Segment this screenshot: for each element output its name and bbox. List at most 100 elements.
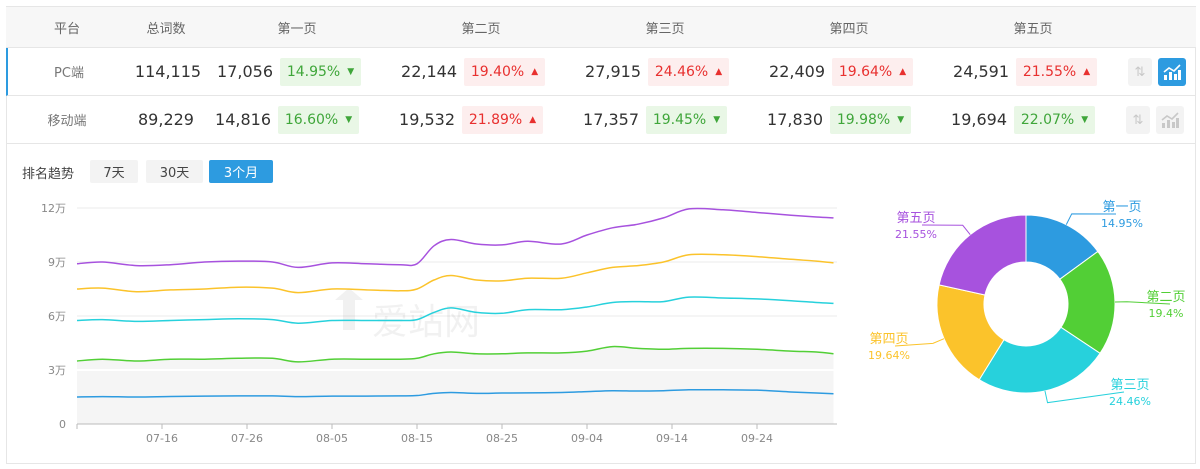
page-share: 16.60% <box>284 111 339 128</box>
pie-leader-line <box>1065 213 1117 225</box>
header-page2: 第二页 <box>461 21 501 37</box>
x-tick-label: 07-26 <box>231 432 263 445</box>
page-share-badge: 21.89% ▲ <box>462 105 543 134</box>
page-share-badge: 14.95% ▼ <box>280 57 361 86</box>
page3-cell: 17,357 19.45% ▼ <box>573 96 757 143</box>
y-tick-label: 12万 <box>41 202 66 215</box>
page-count: 17,830 <box>767 110 823 129</box>
page4-cell: 22,409 19.64% ▲ <box>759 48 943 95</box>
series-area <box>77 346 834 424</box>
series-line-3[interactable] <box>76 345 834 363</box>
page-share: 19.40% <box>470 63 525 80</box>
arrow-down-icon: ▼ <box>713 114 721 125</box>
pie-label: 第三页 <box>1110 378 1149 393</box>
page5-cell: 24,591 21.55% ▲ <box>943 48 1127 95</box>
page-share-badge: 19.40% ▲ <box>464 57 545 86</box>
page-count: 22,409 <box>769 62 825 81</box>
table-row[interactable]: 移动端 89,229 14,816 16.60% ▼ 19,532 21.89%… <box>6 96 1196 144</box>
page-count: 17,056 <box>217 62 273 81</box>
range-7d-button[interactable]: 7天 <box>90 160 138 183</box>
page-share-badge: 21.55% ▲ <box>1016 57 1097 86</box>
pie-label: 第一页 <box>1102 200 1141 215</box>
arrow-down-icon: ▼ <box>1081 114 1089 125</box>
x-tick-label: 09-04 <box>571 432 603 445</box>
y-tick-label: 6万 <box>48 310 66 323</box>
page5-cell: 19,694 22.07% ▼ <box>941 96 1125 143</box>
range-30d-button[interactable]: 30天 <box>146 160 203 183</box>
arrow-up-icon: ▲ <box>531 66 539 77</box>
arrow-down-icon: ▼ <box>347 66 355 77</box>
page3-cell: 27,915 24.46% ▲ <box>575 48 759 95</box>
x-tick-label: 09-14 <box>656 432 688 445</box>
series-line-0[interactable] <box>76 207 834 269</box>
page-share: 24.46% <box>654 63 709 80</box>
page-count: 27,915 <box>585 62 641 81</box>
page-share-badge: 24.46% ▲ <box>648 57 729 86</box>
page-share-badge: 22.07% ▼ <box>1014 105 1095 134</box>
page-count: 22,144 <box>401 62 457 81</box>
sort-arrows-icon: ⇅ <box>1134 64 1146 80</box>
arrow-up-icon: ▲ <box>529 114 537 125</box>
pie-value-label: 19.64% <box>868 349 910 362</box>
total-count: 89,229 <box>138 110 194 129</box>
page-share: 19.45% <box>652 111 707 128</box>
y-tick-label: 9万 <box>48 256 66 269</box>
page-count: 19,694 <box>951 110 1007 129</box>
header-page1: 第一页 <box>277 21 317 37</box>
pie-label: 第四页 <box>869 332 908 347</box>
trend-chart-button[interactable] <box>1156 106 1184 134</box>
page1-cell: 17,056 14.95% ▼ <box>207 48 391 95</box>
trend-chart-icon <box>1163 64 1181 80</box>
sort-button[interactable]: ⇅ <box>1128 58 1152 86</box>
page-count: 14,816 <box>215 110 271 129</box>
header-platform: 平台 <box>53 21 80 37</box>
svg-text:爱站网: 爱站网 <box>372 302 480 343</box>
page-share-badge: 19.45% ▼ <box>646 105 727 134</box>
trend-title: 排名趋势 <box>22 167 75 182</box>
sort-button[interactable]: ⇅ <box>1126 106 1150 134</box>
header-page5: 第五页 <box>1013 21 1053 37</box>
pie-leader-line <box>921 224 971 235</box>
trend-chart-icon <box>1161 112 1179 128</box>
arrow-down-icon: ▼ <box>897 114 905 125</box>
pie-label: 第五页 <box>896 211 935 226</box>
pie-label: 第二页 <box>1146 290 1185 305</box>
table-header: 平台 总词数 第一页 第二页 第三页 第四页 第五页 <box>6 6 1196 48</box>
page1-cell: 14,816 16.60% ▼ <box>205 96 389 143</box>
trend-chart-button[interactable] <box>1158 58 1186 86</box>
page-distribution-pie: 第一页 14.95% 第二页 19.4% 第三页 24.46% 第四页 19.64% 第五页 21… <box>868 200 1185 408</box>
x-tick-label: 08-15 <box>401 432 433 445</box>
arrow-up-icon: ▲ <box>1083 66 1091 77</box>
y-tick-label: 0 <box>59 418 66 431</box>
page4-cell: 17,830 19.98% ▼ <box>757 96 941 143</box>
header-page3: 第三页 <box>645 21 685 37</box>
pie-slice-2[interactable] <box>978 326 1101 394</box>
y-tick-label: 3万 <box>48 364 66 377</box>
page-count: 17,357 <box>583 110 639 129</box>
arrow-up-icon: ▲ <box>899 66 907 77</box>
arrow-down-icon: ▼ <box>345 114 353 125</box>
header-page4: 第四页 <box>829 21 869 37</box>
page-share: 19.98% <box>836 111 891 128</box>
platform-name: PC端 <box>54 66 84 81</box>
pie-value-label: 24.46% <box>1109 395 1151 408</box>
pie-value-label: 14.95% <box>1101 217 1143 230</box>
page-share: 14.95% <box>286 63 341 80</box>
series-line-1[interactable] <box>76 253 834 294</box>
series-line-4[interactable] <box>76 388 834 398</box>
pie-leader-line <box>894 338 945 347</box>
x-tick-label: 07-16 <box>146 432 178 445</box>
page-share: 22.07% <box>1020 111 1075 128</box>
series-line-2[interactable] <box>76 296 834 324</box>
range-3m-button[interactable]: 3个月 <box>209 160 273 183</box>
page-share-badge: 19.98% ▼ <box>830 105 911 134</box>
page-share: 21.89% <box>468 111 523 128</box>
x-tick-label: 09-24 <box>741 432 773 445</box>
pie-leader-line <box>1044 390 1125 404</box>
table-row[interactable]: PC端 114,115 17,056 14.95% ▼ 22,144 19.40… <box>6 48 1196 96</box>
page-count: 24,591 <box>953 62 1009 81</box>
pie-slice-4[interactable] <box>938 214 1027 296</box>
page-share-badge: 16.60% ▼ <box>278 105 359 134</box>
header-total: 总词数 <box>146 21 186 37</box>
